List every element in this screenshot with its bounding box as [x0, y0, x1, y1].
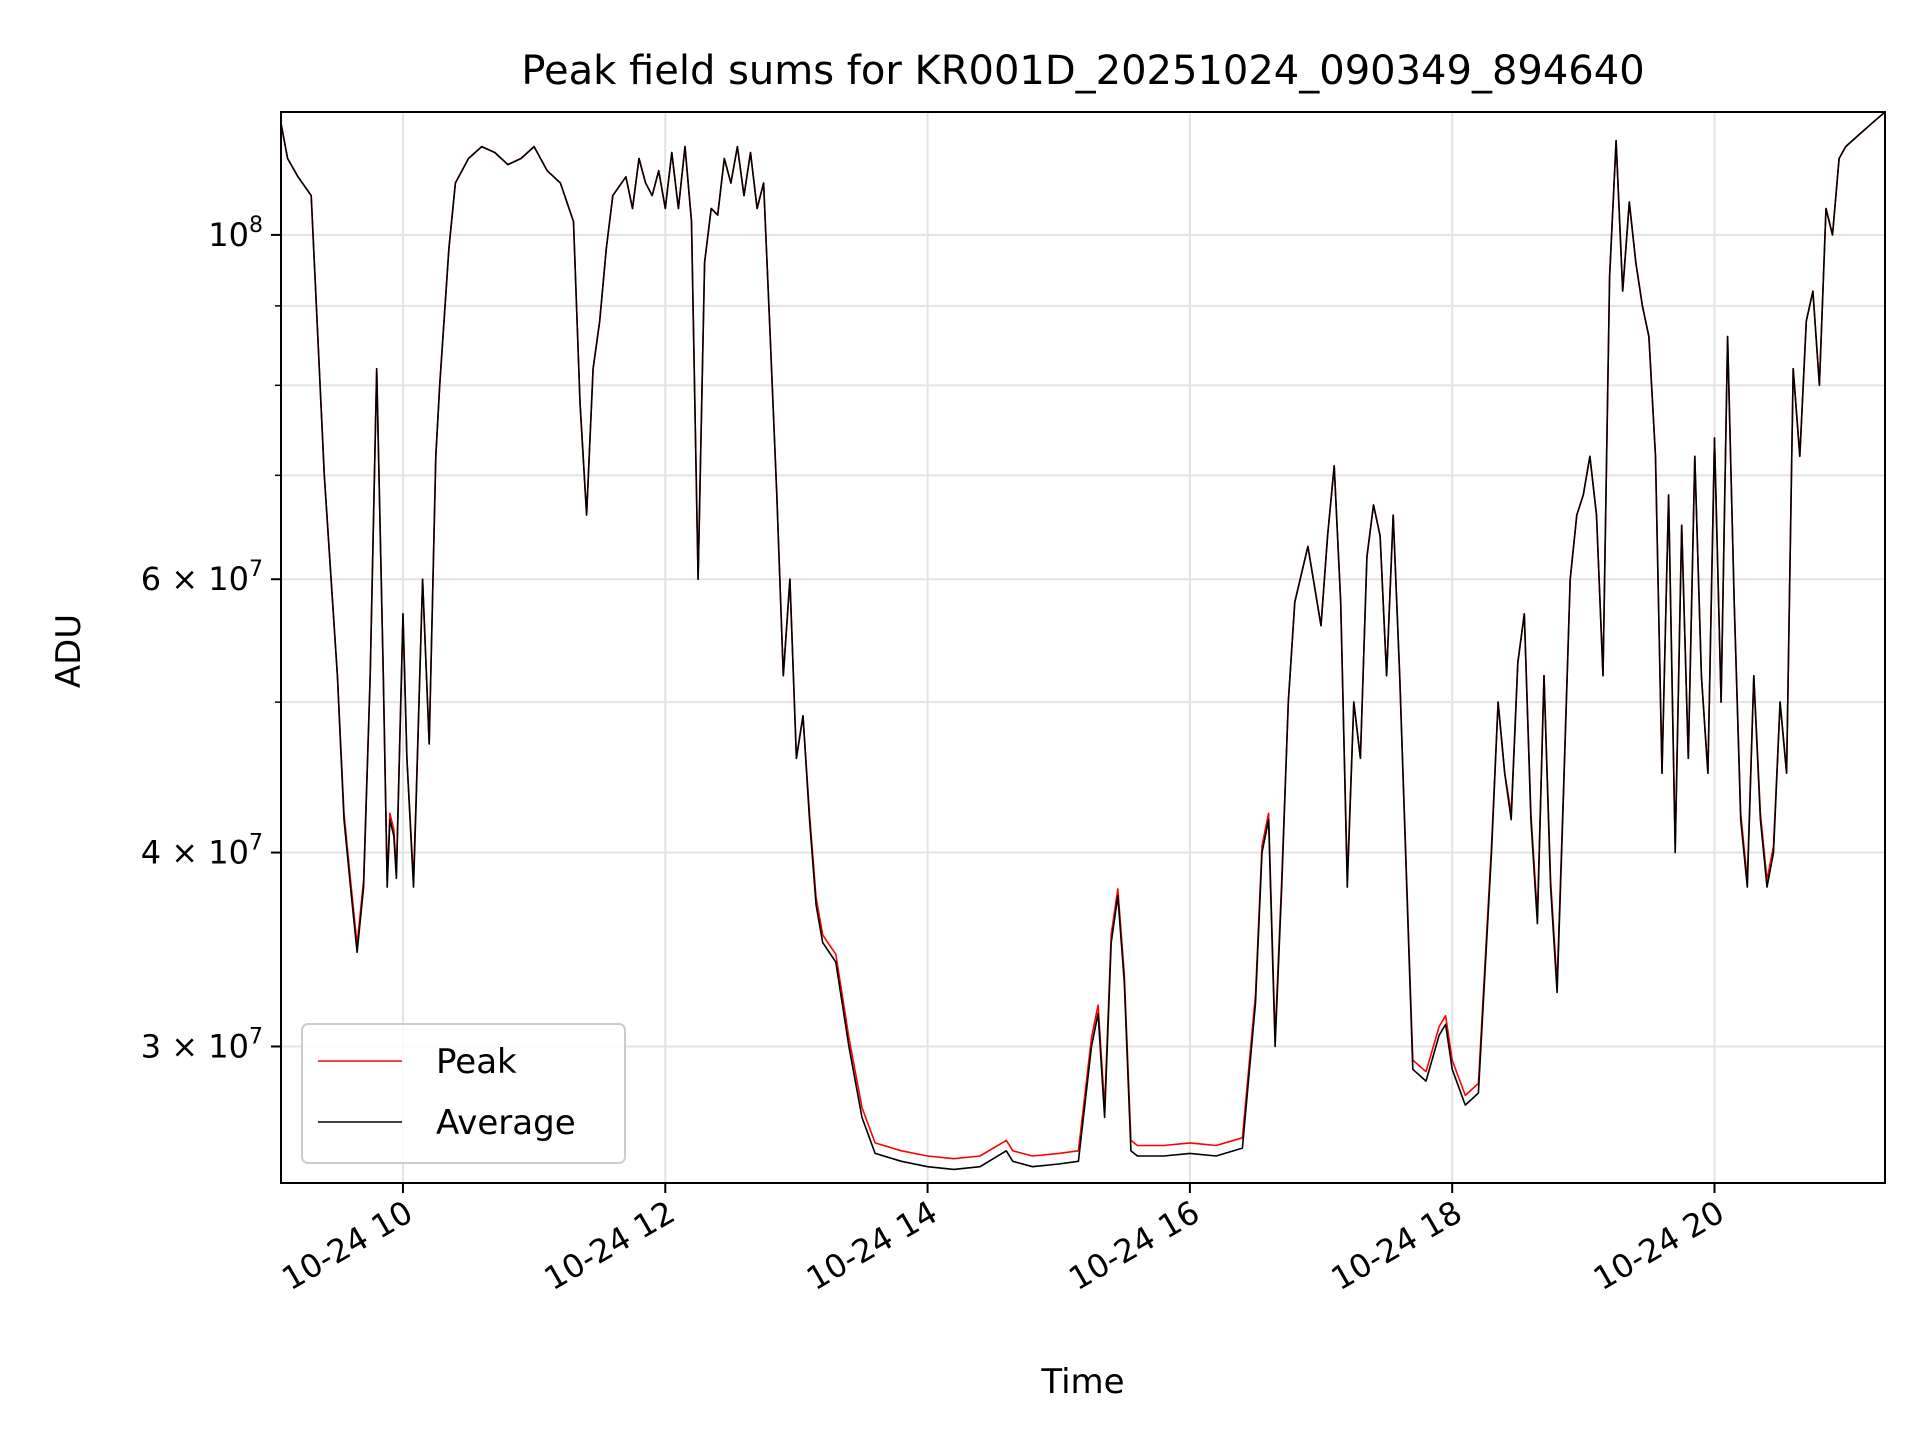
plot-frame — [280, 111, 1886, 1184]
grid-layer — [281, 112, 1885, 1183]
x-axis-label: Time — [1040, 1362, 1124, 1402]
series-line-average — [280, 111, 1886, 1171]
y-axis-label: ADU — [49, 614, 89, 688]
legend-box — [301, 1023, 626, 1164]
y-tick-label: 6 × 107 — [141, 557, 263, 598]
chart-title: Peak field sums for KR001D_20251024_0903… — [521, 48, 1644, 94]
legend-label-average: Average — [436, 1103, 576, 1143]
legend-label-peak: Peak — [436, 1042, 517, 1082]
y-tick-label: 4 × 107 — [141, 831, 263, 872]
series-layer — [280, 111, 1886, 1171]
legend: Peak Average — [301, 1023, 626, 1164]
y-tick-label: 3 × 107 — [141, 1024, 263, 1065]
